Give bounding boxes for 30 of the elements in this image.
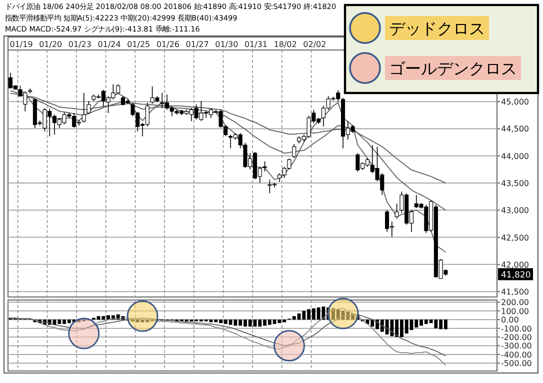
y-tick-label: 45,000 [501,98,529,107]
x-tick-label: 01/30 [215,40,238,49]
legend-label: ゴールデンクロス [389,59,517,78]
x-tick-label: 01/27 [186,40,209,49]
y-tick-label: -400.00 [501,350,532,360]
x-tick-label: 01/24 [98,40,121,49]
text: 41,820 [501,270,531,281]
y-tick-label: -300.00 [501,342,532,351]
y-tick-label: -500.00 [501,359,532,368]
x-tick-label: 01/31 [244,40,268,49]
y-tick-label: 42,500 [501,233,529,242]
x-tick-label: 02/02 [303,40,326,49]
y-tick-label: 42,000 [501,260,529,270]
y-tick-label: 100.00 [501,306,529,316]
y-tick-label: 200.00 [501,298,529,308]
y-tick-label: 44,500 [501,124,529,134]
x-tick-label: 01/19 [10,40,33,49]
y-tick-label: 43,000 [501,206,529,216]
x-tick-label: 01/25 [127,40,150,49]
y-tick-label: -100.00 [501,324,532,334]
y-tick-label: 43,500 [501,179,529,188]
y-tick-label: -200.00 [501,333,532,342]
y-tick-label: 41,500 [501,288,529,297]
x-tick-label: 01/20 [39,40,62,49]
x-tick-label: 18/02 [274,40,297,49]
x-tick-label: 01/23 [68,40,92,49]
legend-label: デッドクロス [389,19,485,38]
y-tick-label: 44,000 [501,152,529,161]
y-tick-label: 0.00 [501,316,519,325]
x-tick-label: 01/26 [156,40,180,49]
